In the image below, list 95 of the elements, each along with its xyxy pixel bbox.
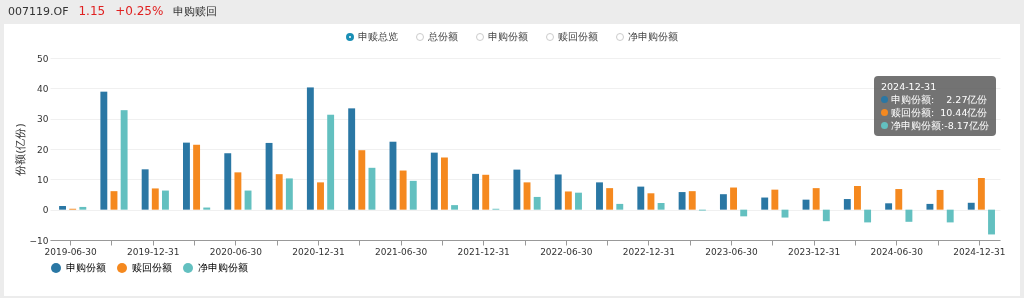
bar (864, 209, 872, 223)
bar (936, 189, 944, 210)
text: 申赎总览 (357, 30, 398, 44)
bar (647, 193, 655, 210)
y-tick-label: −10 (29, 235, 49, 246)
text: 赎回份额 (557, 30, 598, 44)
bar (327, 114, 335, 210)
bar (183, 142, 190, 210)
bar (317, 182, 324, 210)
bar (348, 108, 356, 210)
bar (564, 191, 572, 210)
bar (812, 188, 820, 210)
bar (141, 169, 149, 210)
y-tick-label: 10 (37, 174, 49, 185)
bar (265, 142, 273, 210)
y-tick-label: 20 (37, 144, 49, 155)
text: 007119.OF (8, 4, 69, 18)
x-tick-label: 2019-12-31 (127, 246, 180, 257)
bar (193, 144, 201, 210)
bar (306, 87, 314, 210)
bar (657, 202, 665, 210)
bar (275, 174, 283, 210)
bar (606, 188, 614, 210)
bar (224, 153, 232, 210)
bar (409, 180, 417, 210)
bar (730, 187, 737, 210)
x-tick-label: 2020-12-31 (292, 246, 345, 257)
bar (161, 190, 169, 210)
bar (482, 174, 490, 210)
legend-label: 赎回份额 (132, 262, 172, 273)
bar (440, 157, 448, 210)
bar (637, 186, 645, 210)
bar (120, 110, 128, 210)
text: 净申购份额 (627, 30, 678, 44)
bar (988, 209, 995, 235)
bar (616, 203, 624, 210)
bar (761, 197, 769, 210)
bar (399, 170, 407, 210)
bar (822, 209, 830, 222)
bar (946, 209, 954, 223)
bar (905, 209, 913, 222)
bar (451, 205, 459, 210)
bar (926, 203, 934, 210)
y-tick-label: 0 (42, 205, 49, 216)
x-tick-label: 2019-06-30 (44, 246, 98, 257)
legend-label: 申购份额 (66, 262, 106, 273)
bar (740, 209, 748, 217)
y-axis-title: 份额(亿份) (13, 123, 27, 176)
bar (79, 206, 87, 210)
annotation: 赎回份额: 10.44亿份 (890, 106, 989, 119)
legend-label: 净申购份额 (198, 262, 248, 273)
y-tick-label: 40 (37, 83, 49, 94)
bar (575, 192, 582, 210)
bar (285, 178, 293, 210)
x-tick-label: 2023-06-30 (705, 246, 758, 257)
annotation: 净申购份额:-8.17亿份 (890, 119, 989, 132)
bar (100, 91, 108, 210)
bar (843, 199, 851, 210)
bar (151, 188, 159, 210)
bar (977, 178, 985, 210)
bar (513, 169, 521, 210)
x-tick-label: 2020-06-30 (209, 246, 263, 257)
x-tick-label: 2022-12-31 (622, 246, 676, 257)
x-tick-label: 2021-06-30 (374, 246, 428, 257)
annotation: 2024-12-31 (881, 80, 938, 93)
x-tick-label: 2022-06-30 (540, 246, 593, 257)
bar (203, 207, 211, 210)
x-tick-label: 2021-12-31 (457, 246, 510, 257)
x-tick-label: 2024-06-30 (870, 246, 924, 257)
y-tick-label: 30 (37, 114, 49, 125)
bar (854, 186, 861, 210)
y-tick-label: 50 (37, 53, 49, 64)
bar (678, 192, 686, 210)
bar (895, 189, 903, 210)
text: 总份额 (427, 30, 458, 44)
text: 申购份额 (487, 30, 528, 44)
bar (719, 194, 727, 210)
text: 1.15 (78, 4, 106, 18)
bar (771, 189, 779, 210)
bar (430, 152, 438, 210)
bar (885, 203, 893, 210)
text: 申购赎回 (173, 3, 218, 19)
x-tick-label: 2023-12-31 (787, 246, 841, 257)
x-tick-label: 2024-12-31 (953, 246, 1006, 257)
bar (554, 174, 562, 210)
bar (967, 202, 975, 210)
bar (358, 150, 366, 210)
bar (234, 172, 242, 210)
bar (596, 182, 603, 210)
bar (533, 196, 541, 210)
bar (472, 173, 480, 210)
annotation: 申购份额: 2.27亿份 (890, 93, 989, 106)
text: +0.25% (115, 4, 164, 18)
bar (59, 206, 66, 210)
bar (688, 191, 696, 210)
